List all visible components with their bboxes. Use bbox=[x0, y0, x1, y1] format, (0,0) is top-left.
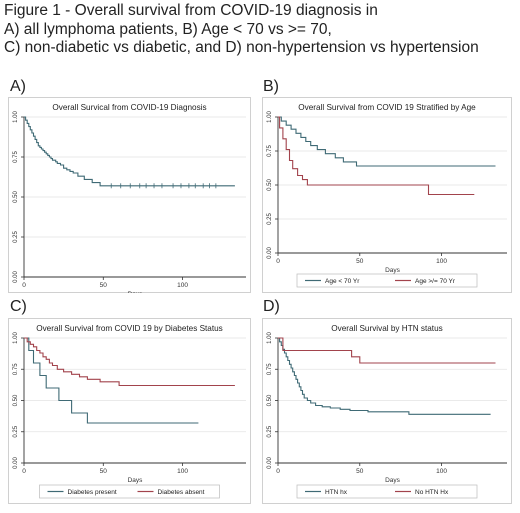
figure-title: Figure 1 - Overall survival from COVID-1… bbox=[4, 2, 518, 58]
panel-label-b: B) bbox=[263, 78, 279, 95]
y-tick-label: 0.75 bbox=[267, 363, 273, 375]
y-tick-label: 0.00 bbox=[267, 457, 273, 469]
survival-curve-2 bbox=[278, 337, 496, 364]
x-tick-label: 0 bbox=[276, 258, 280, 265]
y-tick-label: 0.50 bbox=[13, 191, 19, 203]
panel-label-c: C) bbox=[10, 298, 27, 315]
chart-panel-d: Overall Survival by HTN status 0.00 0.25 0.… bbox=[262, 318, 512, 504]
legend-label-2: No HTN Hx bbox=[415, 489, 449, 496]
y-tick-label: 1.00 bbox=[267, 332, 273, 344]
x-axis-label: Days bbox=[385, 267, 401, 274]
x-tick-label: 50 bbox=[100, 282, 108, 289]
y-tick-label: 0.00 bbox=[267, 247, 273, 259]
legend-label-1: HTN hx bbox=[325, 489, 348, 496]
chart-title: Overall Survical from COVID-19 Diagnosis bbox=[52, 103, 206, 112]
figure-title-line-2: A) all lymphoma patients, B) Age < 70 vs… bbox=[4, 20, 332, 38]
y-tick-label: 0.75 bbox=[267, 145, 273, 157]
chart-title: Overall Survival by HTN status bbox=[331, 324, 442, 333]
chart-panel-a: Overall Survical from COVID-19 Diagnosis… bbox=[8, 97, 251, 293]
y-tick-label: 1.00 bbox=[13, 332, 19, 344]
y-tick-label: 0.50 bbox=[267, 394, 273, 406]
x-tick-label: 0 bbox=[22, 468, 26, 475]
survival-curve-2 bbox=[278, 116, 475, 196]
y-tick-label: 0.75 bbox=[13, 151, 19, 163]
y-tick-label: 0.25 bbox=[13, 425, 19, 437]
figure-title-line-3: C) non-diabetic vs diabetic, and D) non-… bbox=[4, 39, 479, 56]
legend-box bbox=[39, 484, 220, 499]
x-tick-label: 50 bbox=[356, 468, 364, 475]
survival-curve-1 bbox=[24, 116, 235, 187]
y-tick-label: 0.00 bbox=[13, 271, 19, 283]
x-axis-label: Days bbox=[128, 291, 144, 293]
y-tick-label: 0.25 bbox=[13, 231, 19, 243]
chart-panel-c: Overall Survival from COVID 19 by Diabet… bbox=[8, 318, 251, 504]
legend-label-2: Age >/= 70 Yr bbox=[415, 278, 456, 285]
x-tick-label: 100 bbox=[177, 468, 188, 475]
legend-label-1: Age < 70 Yr bbox=[325, 278, 360, 285]
x-tick-label: 0 bbox=[276, 468, 280, 475]
y-tick-label: 0.50 bbox=[267, 179, 273, 191]
legend-label-1: Diabetes present bbox=[68, 489, 117, 496]
y-tick-label: 0.75 bbox=[13, 363, 19, 375]
x-tick-label: 0 bbox=[22, 282, 26, 289]
legend-box bbox=[296, 273, 478, 288]
x-axis-label: Days bbox=[128, 477, 144, 484]
panel-label-a: A) bbox=[10, 78, 26, 95]
survival-curve-1 bbox=[24, 337, 199, 424]
panel-label-d: D) bbox=[263, 298, 280, 315]
y-tick-label: 0.25 bbox=[267, 425, 273, 437]
legend-box bbox=[296, 484, 478, 499]
x-tick-label: 50 bbox=[100, 468, 108, 475]
x-tick-label: 100 bbox=[436, 468, 447, 475]
chart-title: Overall Survival from COVID 19 Stratifie… bbox=[298, 103, 476, 112]
survival-curve-1 bbox=[278, 116, 496, 167]
x-tick-label: 100 bbox=[177, 282, 188, 289]
legend-label-2: Diabetes absent bbox=[158, 489, 205, 496]
x-axis-label: Days bbox=[385, 477, 401, 484]
survival-curve-2 bbox=[24, 337, 235, 387]
chart-title: Overall Survival from COVID 19 by Diabet… bbox=[36, 324, 223, 333]
y-tick-label: 0.00 bbox=[13, 457, 19, 469]
chart-panel-b: Overall Survival from COVID 19 Stratifie… bbox=[262, 97, 512, 293]
y-tick-label: 0.25 bbox=[267, 213, 273, 225]
y-tick-label: 0.50 bbox=[13, 394, 19, 406]
y-tick-label: 1.00 bbox=[13, 111, 19, 123]
x-tick-label: 100 bbox=[436, 258, 447, 265]
y-tick-label: 1.00 bbox=[267, 111, 273, 123]
x-tick-label: 50 bbox=[356, 258, 364, 265]
figure-title-line-1: Figure 1 - Overall survival from COVID-1… bbox=[4, 2, 378, 19]
survival-curve-1 bbox=[278, 337, 491, 415]
